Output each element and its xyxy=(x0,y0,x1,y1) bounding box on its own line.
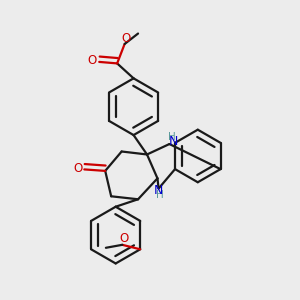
Text: H: H xyxy=(168,133,176,142)
Text: N: N xyxy=(153,184,163,197)
Text: O: O xyxy=(122,32,131,45)
Text: O: O xyxy=(87,54,96,67)
Text: H: H xyxy=(156,190,164,200)
Text: O: O xyxy=(119,232,128,245)
Text: O: O xyxy=(73,162,83,175)
Text: N: N xyxy=(168,135,178,148)
